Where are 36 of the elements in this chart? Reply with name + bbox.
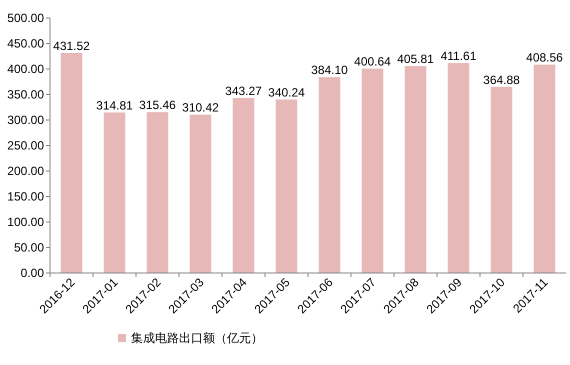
text: 405.81	[397, 52, 434, 66]
text: 310.42	[182, 100, 219, 115]
bar	[490, 86, 512, 273]
text: 314.81	[96, 98, 133, 112]
y-tick-label: 300.00	[7, 113, 44, 127]
y-tick-label: 400.00	[7, 62, 44, 76]
bar	[404, 66, 426, 273]
text: 408.56	[526, 50, 563, 65]
y-tick-label: 50.00	[14, 240, 44, 254]
text: 384.10	[311, 63, 348, 78]
bar	[146, 112, 168, 273]
y-tick-label: 450.00	[7, 36, 44, 50]
bar	[362, 68, 384, 273]
text: 364.88	[483, 72, 520, 87]
bar	[190, 114, 212, 273]
y-tick-label: 150.00	[7, 190, 44, 204]
text: 343.27	[225, 84, 262, 98]
y-tick-label: 500.00	[7, 11, 44, 25]
legend-label: 集成电路出口额（亿元）	[131, 331, 263, 345]
bar	[318, 77, 340, 273]
y-tick-label: 0.00	[20, 266, 44, 280]
bar	[60, 52, 82, 273]
y-tick-label: 250.00	[7, 138, 44, 152]
y-tick-label: 100.00	[7, 215, 44, 229]
text: 400.64	[354, 54, 391, 69]
text: 340.24	[268, 85, 305, 100]
bar	[448, 63, 470, 273]
bar	[276, 99, 298, 273]
bar	[232, 98, 254, 273]
text: 315.46	[139, 98, 176, 112]
text: 431.52	[53, 38, 90, 53]
text: 411.61	[440, 49, 476, 64]
bar	[104, 112, 126, 273]
y-tick-label: 350.00	[7, 88, 44, 102]
y-tick-label: 200.00	[7, 164, 44, 178]
bar	[534, 64, 556, 273]
